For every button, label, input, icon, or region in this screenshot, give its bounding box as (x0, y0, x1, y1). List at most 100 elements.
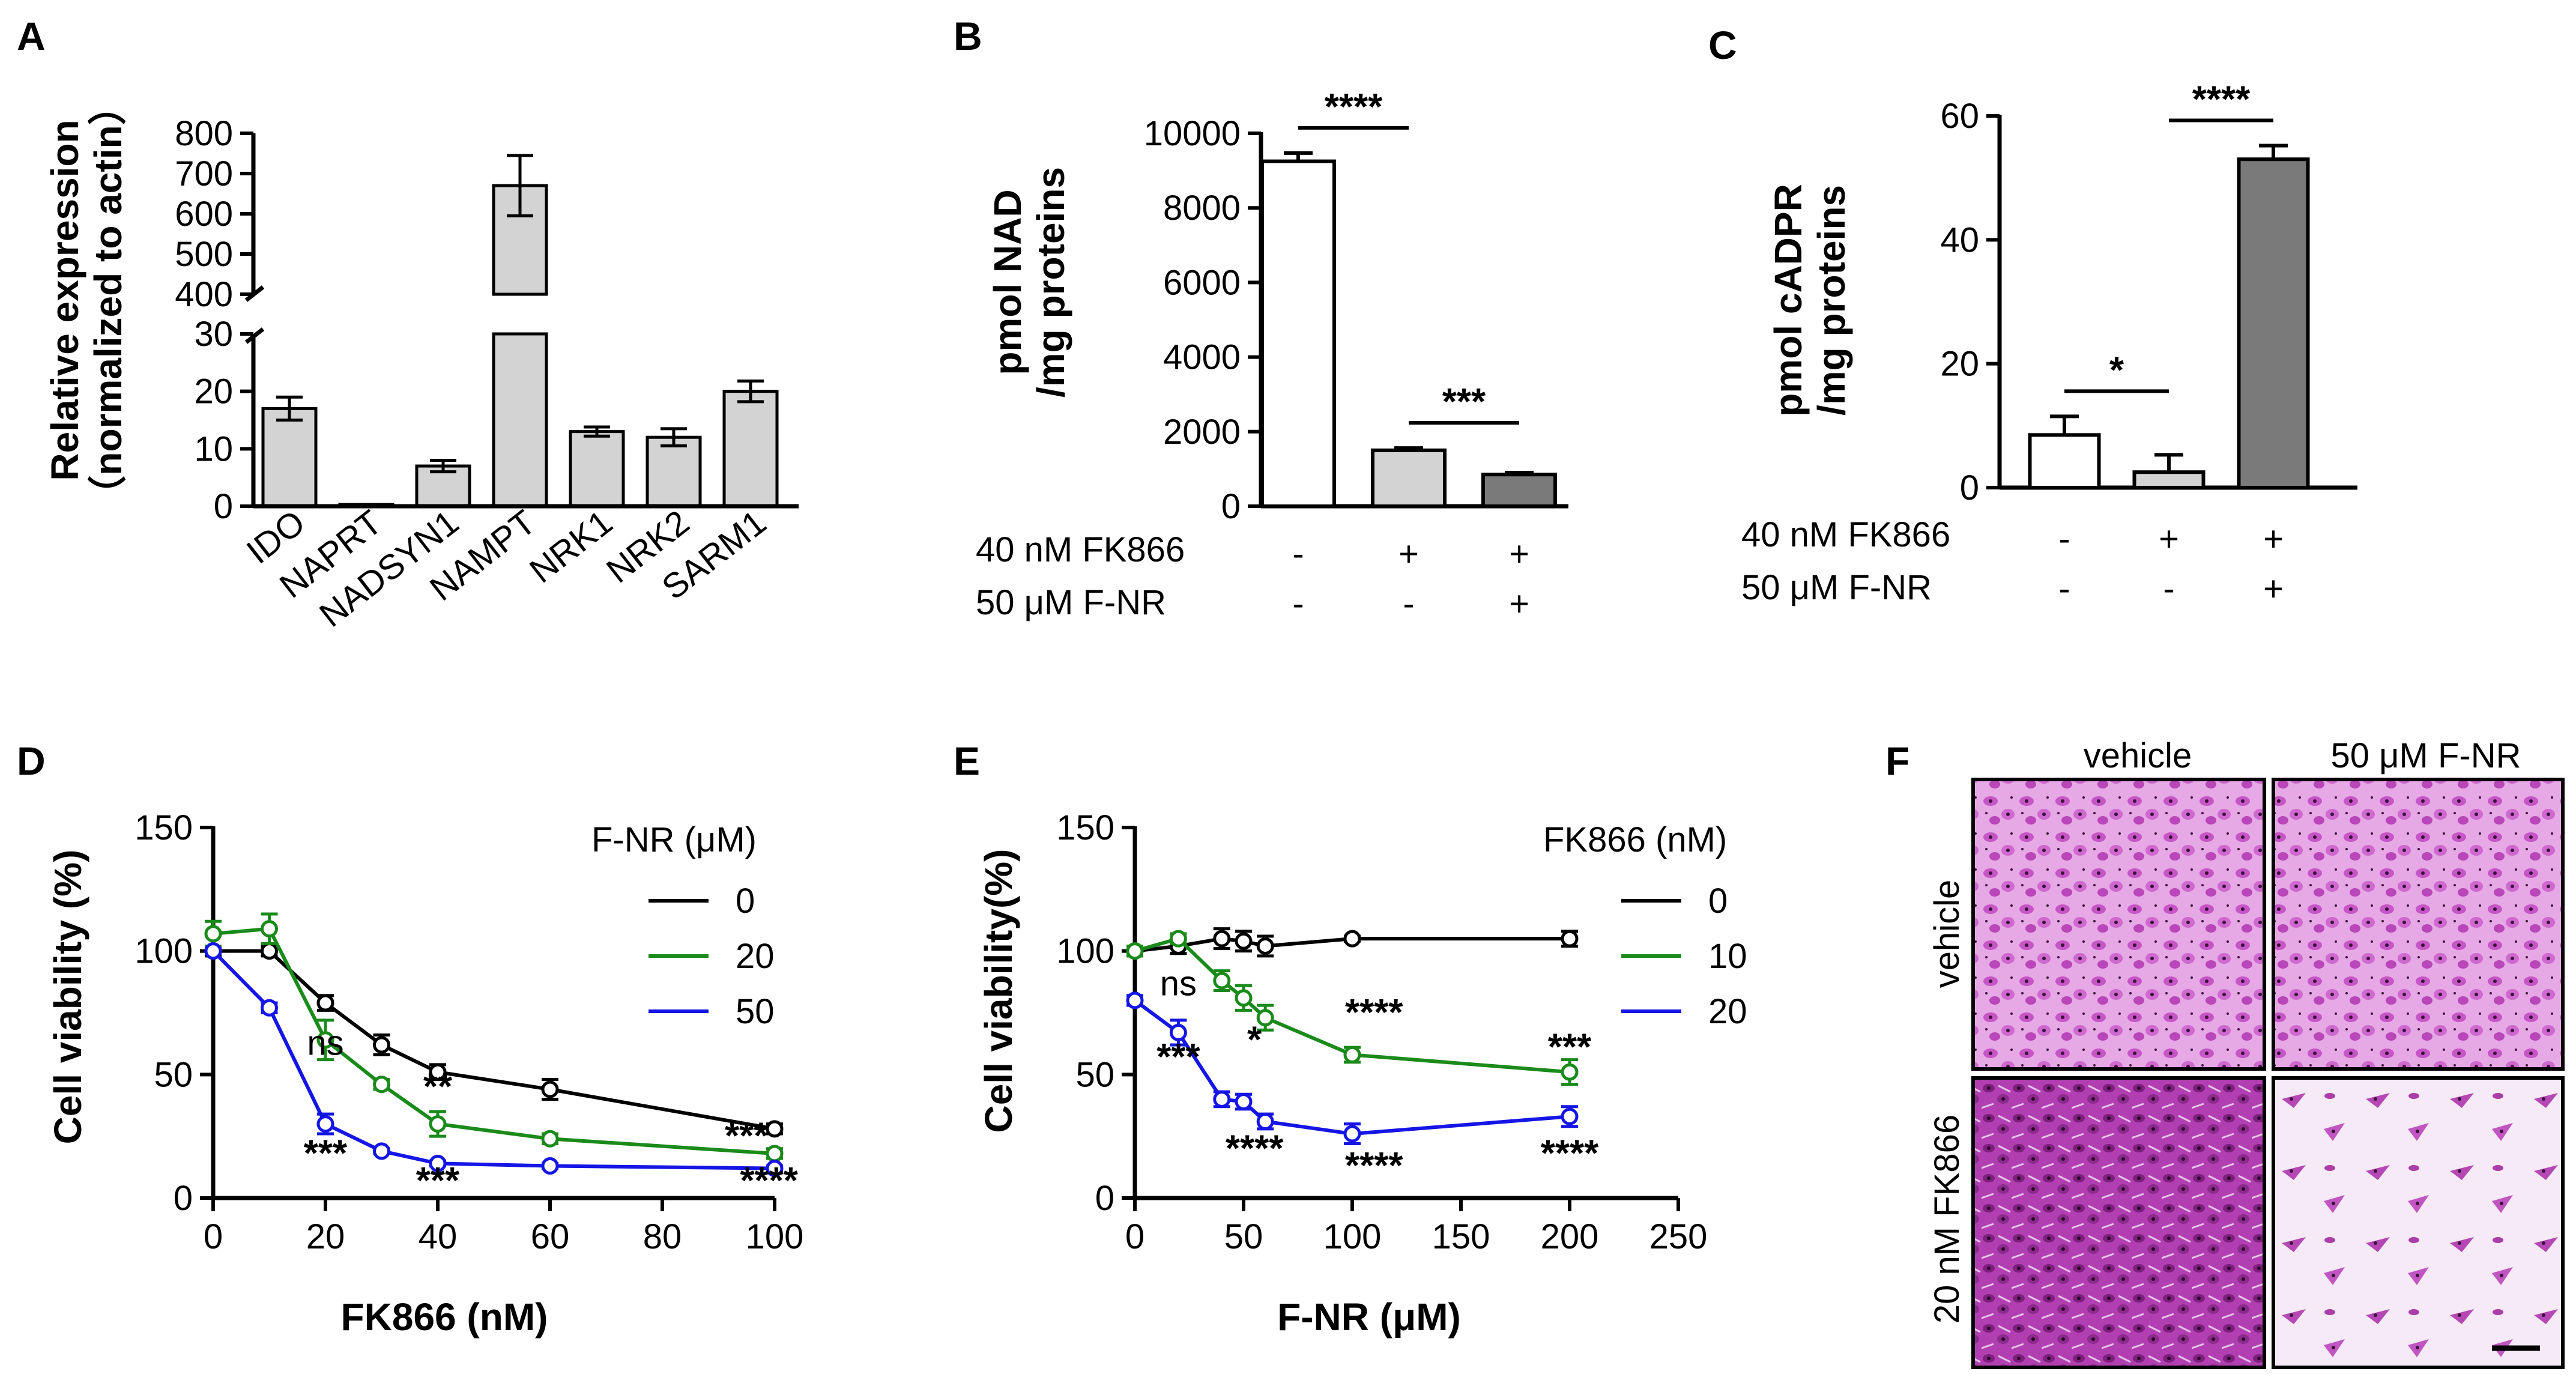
panel-b-row-label-fk866: 40 nM FK866 (976, 530, 1185, 569)
panel-label-f: F (1885, 739, 1909, 783)
y-tick-label: 0 (214, 487, 233, 526)
y-tick-label: 150 (1056, 808, 1114, 847)
data-point (429, 1154, 447, 1172)
x-tick-label: 150 (1432, 1217, 1490, 1256)
data-point (541, 1157, 559, 1175)
y-tick-label: 20 (194, 372, 233, 411)
data-point (766, 1120, 784, 1138)
bar (2028, 433, 2101, 490)
data-point (373, 1142, 390, 1160)
error-bar (2050, 414, 2079, 435)
panel-b-chart: pmol NAD /mg proteins 0 2000 4000 6000 8000 1… (976, 86, 1568, 623)
significance-annotation: *** (304, 1133, 348, 1175)
condition-sign: + (2263, 569, 2284, 608)
condition-sign: + (1398, 534, 1419, 573)
data-point (1235, 1093, 1253, 1111)
micro-row-label-vehicle: vehicle (1927, 880, 1967, 988)
significance-stars: *** (1442, 381, 1486, 423)
significance-stars: **** (2192, 79, 2251, 121)
error-bar (1284, 151, 1313, 162)
data-point (261, 942, 278, 960)
error-bar (2154, 453, 2183, 473)
x-tick-label: 80 (643, 1217, 682, 1256)
series-line (213, 927, 775, 1155)
bar (1260, 159, 1336, 508)
bar (646, 435, 702, 508)
panel-b-row-label-fnr: 50 μM F-NR (976, 583, 1166, 622)
condition-sign: + (1509, 584, 1529, 623)
significance-annotation: * (1247, 1019, 1262, 1061)
data-point (1256, 1009, 1274, 1027)
data-point (1235, 932, 1253, 950)
bar (2132, 470, 2206, 489)
x-category-label: NRK1 (522, 503, 620, 590)
data-point (1343, 1125, 1361, 1143)
significance-annotation: *** (725, 1116, 769, 1157)
micro-col-label-vehicle: vehicle (2084, 736, 2192, 775)
data-point (1561, 1107, 1579, 1125)
panel-d-ylabel: Cell viability (%) (46, 850, 89, 1145)
x-tick-label: 60 (531, 1217, 570, 1256)
y-tick-label: 400 (175, 275, 233, 314)
data-point (766, 1145, 784, 1163)
data-point (429, 1115, 447, 1133)
error-bar (1505, 471, 1534, 475)
panel-e-legend-title: FK866 (nM) (1543, 820, 1727, 859)
bar (1481, 473, 1557, 509)
data-point (373, 1076, 390, 1094)
y-tick-label: 50 (154, 1055, 193, 1094)
panel-b-ylabel: pmol NAD (986, 189, 1029, 375)
data-point (1256, 937, 1274, 955)
micro-col-label-fnr: 50 μM F-NR (2331, 736, 2521, 775)
significance-annotation: ns (1160, 964, 1197, 1003)
data-point (429, 1063, 447, 1081)
significance-annotation: *** (1548, 1027, 1592, 1068)
significance-annotation: *** (1156, 1036, 1200, 1078)
y-tick-label: 4000 (1163, 338, 1241, 377)
y-tick-label: 8000 (1163, 189, 1241, 228)
y-tick-label: 0 (1960, 468, 1979, 507)
condition-sign: + (2263, 519, 2284, 558)
panel-e-xlabel: F-NR (μM) (1277, 1295, 1461, 1339)
y-tick-label: 40 (1940, 220, 1979, 259)
significance-annotation: **** (1226, 1128, 1284, 1169)
x-tick-label: 50 (1224, 1217, 1263, 1256)
bar (492, 332, 548, 508)
y-tick-label: 60 (1940, 97, 1979, 136)
panel-d-xlabel: FK866 (nM) (341, 1295, 548, 1339)
data-point (1126, 991, 1144, 1009)
data-point (1169, 930, 1187, 948)
condition-sign: - (2163, 569, 2174, 608)
y-tick-label: 600 (175, 195, 233, 234)
x-tick-label: 0 (1125, 1217, 1144, 1256)
y-tick-label: 800 (175, 114, 233, 153)
data-point (1561, 1063, 1579, 1081)
x-tick-label: 100 (746, 1217, 804, 1256)
data-point (1213, 930, 1231, 948)
condition-sign: - (1403, 584, 1414, 623)
x-tick-label: 100 (1323, 1217, 1382, 1256)
legend-label: 10 (1708, 937, 1747, 976)
panel-label-a: A (17, 14, 46, 58)
data-point (1343, 930, 1361, 948)
data-point (766, 1160, 784, 1178)
panel-a-chart: Relative expression （normalized to actin… (43, 86, 799, 635)
bar (722, 390, 779, 508)
significance-annotation: **** (1345, 1145, 1403, 1187)
y-tick-label: 0 (1221, 487, 1241, 526)
y-tick-label: 30 (194, 315, 233, 354)
series-line (213, 949, 775, 1131)
condition-sign: + (1509, 534, 1529, 573)
micrograph-fk866-vehicle (1971, 1076, 2266, 1369)
panel-label-c: C (1708, 23, 1737, 67)
panel-c-ylabel2: /mg proteins (1810, 185, 1853, 416)
data-point (1343, 1046, 1361, 1064)
y-tick-label: 20 (1940, 345, 1979, 384)
panel-f-micrographs: vehicle 50 μM F-NR vehicle 20 nM FK866 (1927, 736, 2565, 1369)
significance-annotation: **** (1345, 992, 1403, 1033)
y-tick-label: 100 (1056, 932, 1114, 971)
significance-stars: **** (1325, 86, 1383, 128)
